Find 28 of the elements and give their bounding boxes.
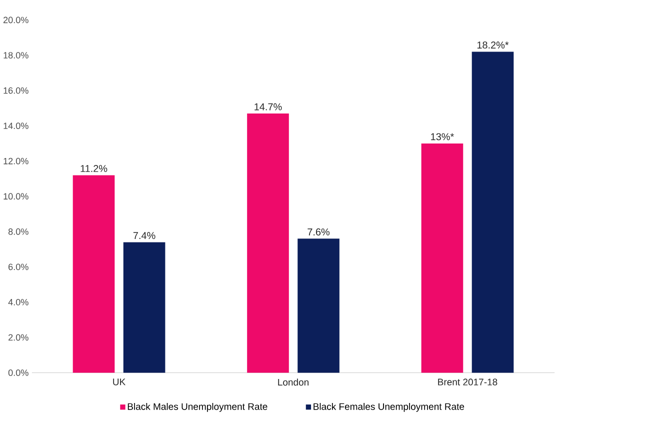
y-tick-label: 4.0% xyxy=(8,299,28,306)
y-tick-label: 12.0% xyxy=(4,158,28,164)
y-tick-label: 18.0% xyxy=(4,52,28,59)
data-label: 7.4% xyxy=(133,232,156,240)
y-tick-label: 20.0% xyxy=(3,16,28,24)
y-tick-label: 0.0% xyxy=(8,370,28,376)
legend-label: Black Males Unemployment Rate xyxy=(128,403,268,412)
y-tick-label: 2.0% xyxy=(8,334,28,341)
data-label: 14.7% xyxy=(254,103,282,110)
bar xyxy=(123,242,166,373)
bar xyxy=(72,175,115,373)
y-tick-label: 14.0% xyxy=(4,122,28,130)
bar xyxy=(247,114,289,373)
legend-label: Black Females Unemployment Rate xyxy=(314,403,464,412)
data-label: 18.2%* xyxy=(477,42,509,49)
y-tick-label: 6.0% xyxy=(8,264,28,270)
x-tick-label: UK xyxy=(113,378,126,386)
bar xyxy=(472,52,514,373)
x-tick-label: London xyxy=(278,378,308,386)
x-tick-label: Brent 2017-18 xyxy=(438,378,498,386)
bar xyxy=(298,238,340,373)
y-tick-label: 10.0% xyxy=(4,193,28,200)
data-label: 13%* xyxy=(431,133,454,140)
data-label: 11.2% xyxy=(80,165,108,172)
y-tick-label: 8.0% xyxy=(8,228,28,235)
bar xyxy=(421,144,464,373)
data-label: 7.6% xyxy=(308,228,330,236)
y-tick-label: 16.0% xyxy=(4,87,28,94)
